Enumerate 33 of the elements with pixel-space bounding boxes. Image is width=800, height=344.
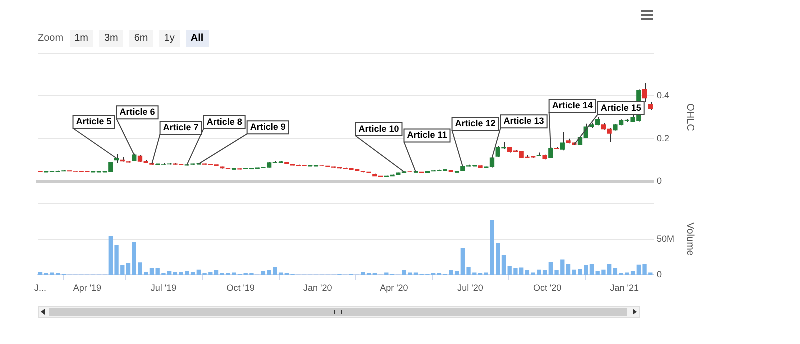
annotation: Article 5 xyxy=(76,116,112,127)
x-tick-label: Apr '19 xyxy=(73,283,102,294)
y-axis-title: OHLC xyxy=(684,104,696,132)
y-tick-label: 0.2 xyxy=(657,133,670,144)
y-tick-label: 0 xyxy=(657,176,662,186)
x-tick-label: Oct '19 xyxy=(226,283,255,294)
range-button: 1m xyxy=(70,30,94,47)
x-tick-label: J... xyxy=(34,283,47,294)
annotation: Article 15 xyxy=(600,102,642,113)
y-tick-label: 0.4 xyxy=(657,90,670,101)
y-tick-label: 0 xyxy=(657,270,662,280)
x-tick-label: Jan '20 xyxy=(304,283,332,294)
annotation: Article 12 xyxy=(455,118,496,129)
annotation: Article 6 xyxy=(120,107,156,118)
range-button: All xyxy=(186,30,209,47)
annotation: Article 7 xyxy=(163,122,199,132)
annotation: Article 8 xyxy=(206,116,242,127)
range-button: 3m xyxy=(99,30,124,47)
annotation: Article 11 xyxy=(407,130,448,140)
annotation: Article 9 xyxy=(250,122,286,132)
x-tick-label: Jan '21 xyxy=(610,283,640,294)
range-button: 6m xyxy=(129,30,154,47)
range-button: 1y xyxy=(159,30,180,47)
y-tick-label: 50M xyxy=(657,234,675,244)
x-tick-label: Jul '19 xyxy=(150,283,177,294)
y-axis-title: Volume xyxy=(684,222,696,256)
annotation: Article 14 xyxy=(552,100,593,110)
annotation: Article 10 xyxy=(358,124,400,134)
x-tick-label: Apr '20 xyxy=(380,283,408,294)
text: Zoom xyxy=(38,33,64,44)
annotation: Article 13 xyxy=(504,116,544,126)
x-tick-label: Oct '20 xyxy=(533,283,562,294)
x-tick-label: Jul '20 xyxy=(458,283,484,294)
